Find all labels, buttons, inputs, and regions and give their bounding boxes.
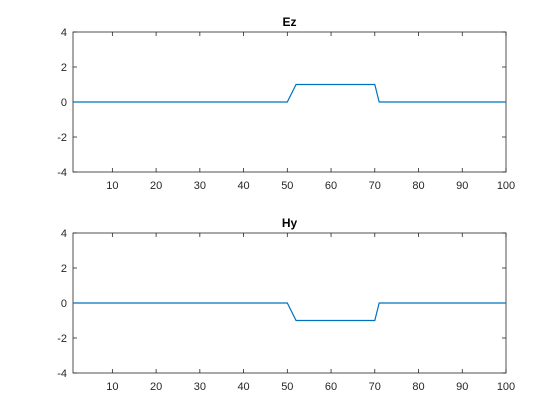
hy-series-line bbox=[73, 302, 506, 322]
ez-y-tick-label: -4 bbox=[57, 167, 67, 179]
ez-y-tick-label: 4 bbox=[61, 27, 67, 39]
hy-x-ticks: 10 20 30 40 50 60 70 80 90 100 bbox=[106, 233, 515, 393]
hy-y-tick-label: 2 bbox=[61, 263, 67, 275]
ez-x-tick-label: 60 bbox=[325, 180, 337, 192]
ez-plot: -4 -2 0 2 4 10 20 30 40 50 60 70 80 90 100 Ez bbox=[57, 15, 515, 192]
ez-x-tick-label: 40 bbox=[237, 180, 249, 192]
ez-x-tick-label: 50 bbox=[281, 180, 293, 192]
hy-y-tick-label: -2 bbox=[57, 333, 67, 345]
hy-y-tick-label: 4 bbox=[61, 228, 67, 240]
ez-y-tick-label: 2 bbox=[61, 62, 67, 74]
hy-y-tick-label: 0 bbox=[61, 298, 67, 310]
hy-y-tick-label: -4 bbox=[57, 368, 67, 380]
ez-x-tick-label: 80 bbox=[412, 180, 424, 192]
hy-x-tick-label: 40 bbox=[237, 381, 249, 393]
ez-x-tick-label: 70 bbox=[369, 180, 381, 192]
ez-x-tick-label: 20 bbox=[150, 180, 162, 192]
ez-plot-title: Ez bbox=[282, 15, 296, 29]
ez-y-tick-label: -2 bbox=[57, 132, 67, 144]
hy-y-ticks: -4 -2 0 2 4 bbox=[57, 228, 506, 380]
ez-x-tick-label: 30 bbox=[194, 180, 206, 192]
hy-x-tick-label: 80 bbox=[412, 381, 424, 393]
hy-plot: -4 -2 0 2 4 10 20 30 40 50 60 70 80 90 100 Hy bbox=[57, 216, 515, 393]
ez-x-tick-label: 10 bbox=[106, 180, 118, 192]
ez-x-tick-label: 90 bbox=[456, 180, 468, 192]
hy-plot-title: Hy bbox=[282, 216, 298, 230]
hy-x-tick-label: 100 bbox=[497, 381, 515, 393]
hy-x-tick-label: 10 bbox=[106, 381, 118, 393]
hy-x-tick-label: 50 bbox=[281, 381, 293, 393]
ez-series-line bbox=[73, 83, 506, 103]
hy-x-tick-label: 60 bbox=[325, 381, 337, 393]
ez-x-ticks: 10 20 30 40 50 60 70 80 90 100 bbox=[106, 32, 515, 192]
hy-x-tick-label: 20 bbox=[150, 381, 162, 393]
hy-x-tick-label: 70 bbox=[369, 381, 381, 393]
hy-x-tick-label: 90 bbox=[456, 381, 468, 393]
ez-y-tick-label: 0 bbox=[61, 97, 67, 109]
hy-x-tick-label: 30 bbox=[194, 381, 206, 393]
ez-x-tick-label: 100 bbox=[497, 180, 515, 192]
